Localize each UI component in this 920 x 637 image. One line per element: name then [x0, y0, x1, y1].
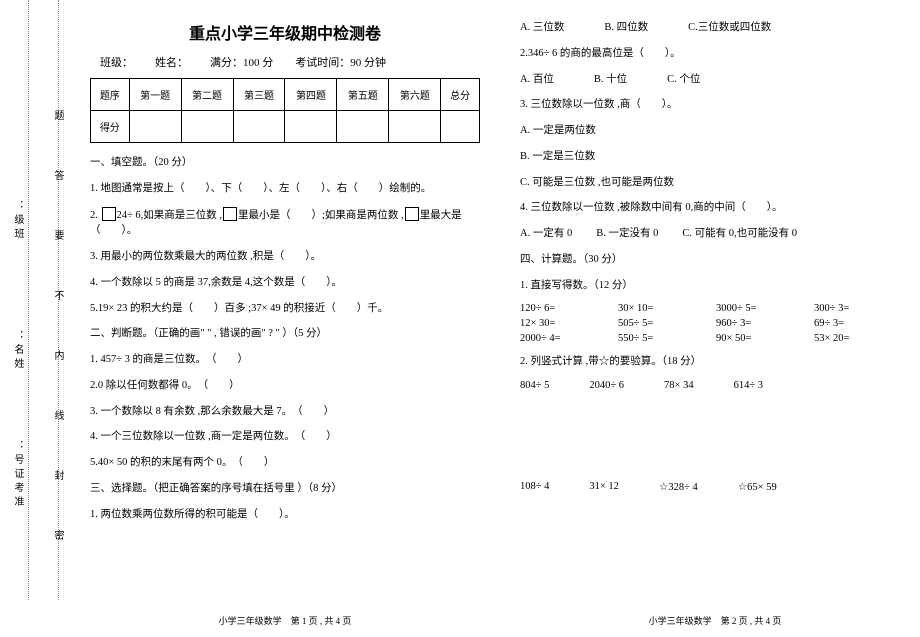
c1: 1. 两位数乘两位数所得的积可能是（ ）。 [90, 507, 480, 523]
j4: 4. 一个三位数除以一位数 ,商一定是两位数。 （ ） [90, 429, 480, 445]
q4: 4. 一个数除以 5 的商是 37,余数是 4,这个数是（ ）。 [90, 275, 480, 291]
calc-row-1: 12× 30= 505÷ 5= 960÷ 3= 69÷ 3= [520, 318, 910, 329]
section-4-title: 四、计算题。（30 分） [520, 252, 910, 268]
c3: 3. 三位数除以一位数 ,商（ ）。 [520, 97, 910, 113]
c1-a: A. 三位数 [520, 20, 564, 36]
calc2-title: 2. 列竖式计算 ,带☆的要验算。（18 分） [520, 354, 910, 370]
pages-container: 重点小学三年级期中检测卷 班级： 姓名： 满分：100 分 考试时间：90 分钟… [90, 20, 910, 627]
score-row-label: 得分 [91, 111, 130, 143]
j2: 2.0 除以任何数都得 0。 （ ） [90, 378, 480, 394]
c1-options: A. 三位数 B. 四位数 C.三位数或四位数 [520, 20, 910, 36]
side-label-class: ：级班 [10, 200, 25, 242]
th-4: 第四题 [285, 79, 337, 111]
c4-a: A. 一定有 0 [520, 226, 572, 242]
page-2: A. 三位数 B. 四位数 C.三位数或四位数 2.346÷ 6 的商的最高位是… [520, 20, 910, 627]
q5: 5.19× 23 的积大约是（ ）百多 ;37× 49 的积接近（ ）千。 [90, 301, 480, 317]
th-5: 第五题 [337, 79, 389, 111]
c2-c: C. 个位 [667, 72, 700, 88]
c4-c: C. 可能有 0,也可能没有 0 [682, 226, 797, 242]
c2: 2.346÷ 6 的商的最高位是（ ）。 [520, 46, 910, 62]
q2: 2. 24÷ 6,如果商是三位数 ,里最小是（ ）;如果商是两位数 ,里最大是（… [90, 207, 480, 240]
j1: 1. 457÷ 3 的商是三位数。 （ ） [90, 352, 480, 368]
c2-options: A. 百位 B. 十位 C. 个位 [520, 72, 910, 88]
seal-char-4: 内 [50, 350, 65, 360]
full-score: 满分：100 分 [210, 54, 273, 70]
exam-title: 重点小学三年级期中检测卷 [90, 20, 480, 44]
c2-b: B. 十位 [594, 72, 627, 88]
c1-c: C.三位数或四位数 [688, 20, 771, 36]
footer-p1: 小学三年级数学 第 1 页 , 共 4 页 [90, 614, 480, 627]
c3-c: C. 可能是三位数 ,也可能是两位数 [520, 175, 910, 191]
th-1: 第一题 [129, 79, 181, 111]
th-0: 题序 [91, 79, 130, 111]
seal-char-3: 不 [50, 290, 65, 300]
side-label-id: ：号证考准 [10, 440, 25, 510]
score-table: 题序 第一题 第二题 第三题 第四题 第五题 第六题 总分 得分 [90, 78, 480, 143]
seal-char-5: 线 [50, 410, 65, 420]
seal-char-6: 封 [50, 470, 65, 480]
calc-row-0: 120÷ 6= 30× 10= 3000÷ 5= 300÷ 3= [520, 303, 910, 314]
class-label: 班级： [100, 54, 133, 70]
c1-b: B. 四位数 [604, 20, 648, 36]
c3-b: B. 一定是三位数 [520, 149, 910, 165]
j5: 5.40× 50 的积的末尾有两个 0。 （ ） [90, 455, 480, 471]
header-info: 班级： 姓名： 满分：100 分 考试时间：90 分钟 [90, 54, 480, 70]
c4-options: A. 一定有 0 B. 一定没有 0 C. 可能有 0,也可能没有 0 [520, 226, 910, 242]
q1: 1. 地图通常是按上（ ）、下（ ）、左（ ）、右（ ）绘制的。 [90, 181, 480, 197]
binding-margin: ：级班 ：名姓 ：号证考准 题 答 要 不 内 线 封 密 [0, 0, 80, 600]
section-2-title: 二、判断题。（正确的画" " , 错误的画" ? " ）（5 分） [90, 326, 480, 342]
c4-b: B. 一定没有 0 [596, 226, 658, 242]
page-1: 重点小学三年级期中检测卷 班级： 姓名： 满分：100 分 考试时间：90 分钟… [90, 20, 480, 627]
calc1-title: 1. 直接写得数。（12 分） [520, 278, 910, 294]
th-2: 第二题 [181, 79, 233, 111]
th-6: 第六题 [389, 79, 441, 111]
blank-box-icon [223, 207, 237, 221]
c4: 4. 三位数除以一位数 ,被除数中间有 0,商的中间（ ）。 [520, 200, 910, 216]
seal-char-7: 密 [50, 530, 65, 540]
blank-box-icon [405, 207, 419, 221]
side-label-name: ：名姓 [10, 330, 25, 372]
name-label: 姓名： [155, 54, 188, 70]
blank-box-icon [102, 207, 116, 221]
section-3-title: 三、选择题。（把正确答案的序号填在括号里 ）（8 分） [90, 481, 480, 497]
c2-a: A. 百位 [520, 72, 554, 88]
q3: 3. 用最小的两位数乘最大的两位数 ,积是（ ）。 [90, 249, 480, 265]
seal-char-2: 要 [50, 230, 65, 240]
seal-char-1: 答 [50, 170, 65, 180]
calc2-row-2: 108÷ 4 31× 12 ☆328÷ 4 ☆65× 59 [520, 481, 910, 493]
calc2-row-1: 804÷ 5 2040÷ 6 78× 34 614÷ 3 [520, 380, 910, 391]
th-3: 第三题 [233, 79, 285, 111]
calc-row-2: 2000÷ 4= 550÷ 5= 90× 50= 53× 20= [520, 333, 910, 344]
footer-p2: 小学三年级数学 第 2 页 , 共 4 页 [520, 614, 910, 627]
j3: 3. 一个数除以 8 有余数 ,那么余数最大是 7。 （ ） [90, 404, 480, 420]
seal-char-0: 题 [50, 110, 65, 120]
exam-time: 考试时间：90 分钟 [295, 54, 386, 70]
section-1-title: 一、填空题。（20 分） [90, 155, 480, 171]
th-7: 总分 [441, 79, 480, 111]
c3-a: A. 一定是两位数 [520, 123, 910, 139]
